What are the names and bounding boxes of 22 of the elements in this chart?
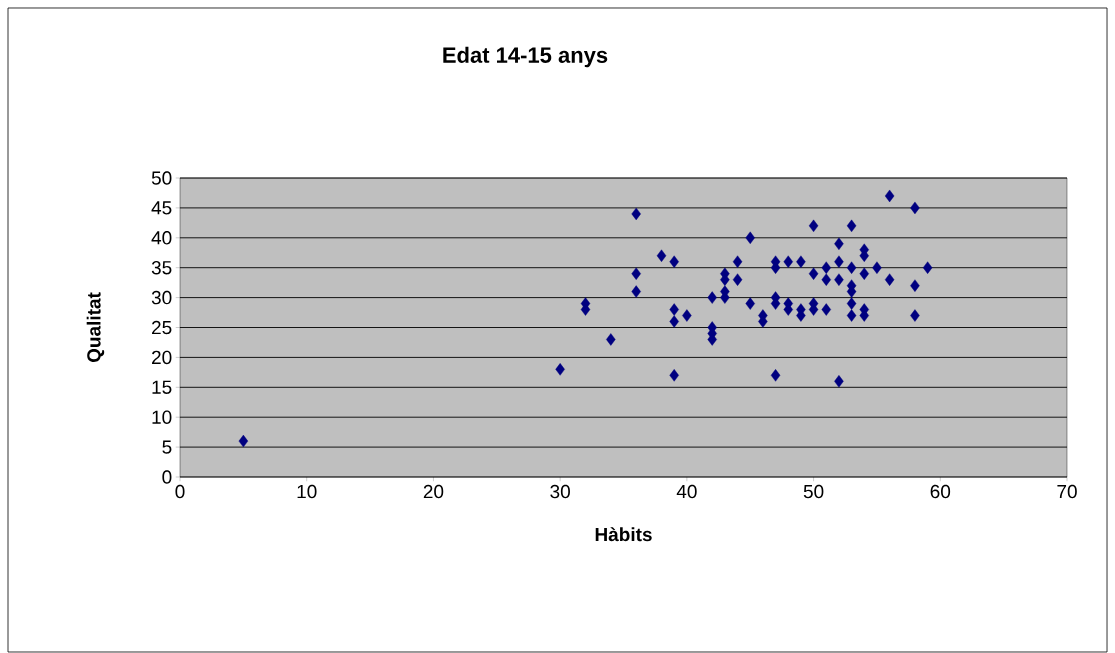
- x-tick-label: 30: [550, 484, 570, 499]
- y-tick-label: 40: [151, 231, 172, 245]
- x-axis-title: Hàbits: [595, 527, 652, 542]
- y-tick-label: 45: [151, 201, 172, 215]
- x-tick-label: 0: [175, 484, 185, 499]
- x-tick-label: 40: [676, 484, 697, 499]
- y-tick-label: 10: [152, 410, 172, 424]
- y-tick-label: 25: [152, 320, 172, 335]
- x-tick-label: 60: [930, 484, 951, 499]
- chart-title: Edat 14-15 anys: [443, 46, 608, 68]
- x-tick-label: 20: [423, 484, 444, 499]
- x-tick-label: 10: [297, 484, 317, 499]
- y-tick-label: 35: [151, 260, 172, 275]
- y-tick-label: 0: [162, 470, 172, 484]
- y-tick-label: 20: [152, 350, 172, 365]
- y-tick-label: 15: [152, 380, 172, 394]
- y-tick-label: 50: [151, 171, 172, 185]
- y-tick-label: 5: [162, 440, 172, 454]
- y-axis-title: Qualitat: [86, 292, 105, 363]
- y-tick-label: 30: [151, 290, 172, 305]
- x-tick-label: 70: [1057, 484, 1077, 499]
- x-tick-label: 50: [803, 484, 824, 499]
